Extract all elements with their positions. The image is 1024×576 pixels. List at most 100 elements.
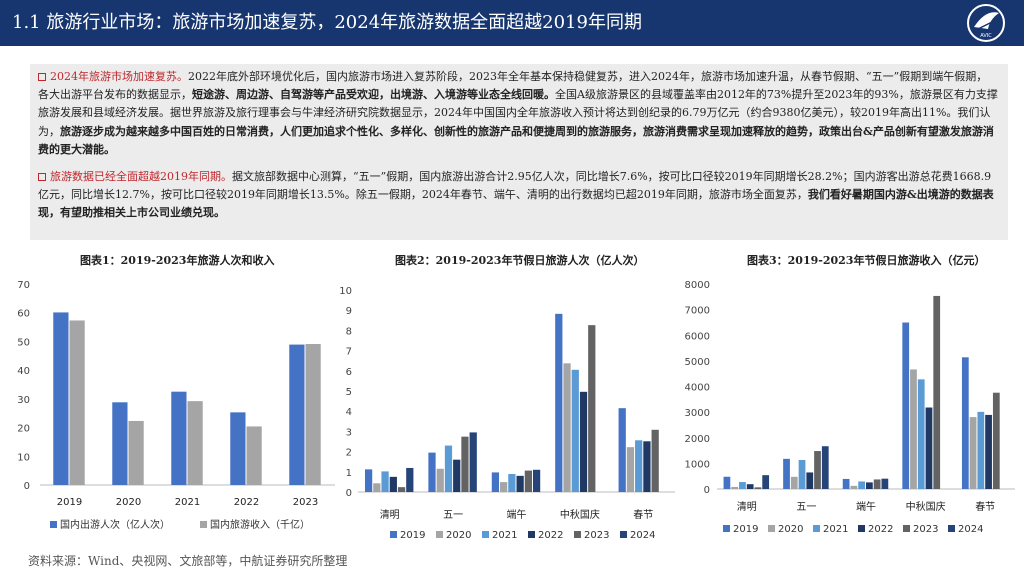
bar <box>651 429 659 492</box>
bar <box>806 472 814 489</box>
bar <box>739 482 746 489</box>
bar <box>635 440 643 492</box>
bar <box>790 476 798 489</box>
y-tick-label: 9 <box>346 306 352 317</box>
y-tick-label: 5 <box>346 387 352 398</box>
source-note: 资料来源：Wind、央视网、文旅部等，中航证券研究所整理 <box>28 554 348 568</box>
bar <box>532 469 541 492</box>
y-tick-label: 6 <box>346 367 352 378</box>
bar <box>305 344 321 485</box>
legend-label: 2023 <box>913 524 938 535</box>
bar <box>643 441 651 492</box>
legend-swatch <box>858 525 865 532</box>
legend-label: 2021 <box>492 530 517 541</box>
legend-swatch <box>574 531 581 538</box>
bar <box>873 479 881 489</box>
bar <box>588 325 596 492</box>
page-title: 1.1 旅游行业市场：旅游市场加速复苏，2024年旅游数据全面超越2019年同期 <box>12 12 642 33</box>
y-tick-label: 2000 <box>685 434 710 445</box>
paragraph-emphasis: 旅游逐步成为越来越多中国百姓的日常消费，人们更加追求个性化、多样化、创新性的旅游… <box>38 124 994 156</box>
legend-swatch <box>528 531 535 538</box>
y-tick-label: 0 <box>704 485 710 496</box>
bar <box>230 412 246 485</box>
square-bullet-icon <box>38 173 46 181</box>
legend-label: 国内旅游收入（千亿） <box>210 518 310 531</box>
bar <box>436 468 444 492</box>
bar <box>754 487 762 489</box>
bar <box>902 322 910 489</box>
bar <box>571 369 579 492</box>
legend-swatch <box>200 521 207 528</box>
bar <box>961 357 969 489</box>
x-tick-label: 清明 <box>737 500 757 513</box>
x-tick-label: 2020 <box>116 497 141 508</box>
x-tick-label: 清明 <box>380 508 400 521</box>
y-tick-label: 0 <box>24 481 30 492</box>
bar <box>381 471 389 492</box>
y-tick-label: 8 <box>346 326 352 337</box>
y-tick-label: 10 <box>17 452 30 463</box>
legend-swatch <box>903 525 910 532</box>
legend-label: 2024 <box>630 530 655 541</box>
legend-swatch <box>813 525 820 532</box>
bar <box>858 481 865 489</box>
y-tick-label: 30 <box>17 395 30 406</box>
bar <box>731 486 739 489</box>
bar <box>69 320 85 485</box>
bar <box>516 475 524 492</box>
summary-box: 2024年旅游市场加速复苏。2022年底外部环境优化后，国内旅游市场进入复苏阶段… <box>30 64 1008 240</box>
legend-swatch <box>768 525 775 532</box>
y-tick-label: 3 <box>346 427 352 438</box>
bar <box>814 451 821 489</box>
bar <box>428 452 436 492</box>
bar <box>881 478 889 489</box>
summary-paragraph-1: 2024年旅游市场加速复苏。2022年底外部环境优化后，国内旅游市场进入复苏阶段… <box>38 68 998 159</box>
bar <box>373 483 381 492</box>
legend-swatch <box>948 525 955 532</box>
x-tick-label: 端午 <box>507 508 527 521</box>
bar <box>389 476 397 492</box>
y-tick-label: 8000 <box>685 280 710 291</box>
legend-swatch <box>436 531 443 538</box>
paragraph-lead: 旅游数据已经全面超越2019年同期。 <box>50 170 232 183</box>
bar <box>821 446 829 489</box>
legend-swatch <box>482 531 489 538</box>
bar <box>187 401 203 485</box>
legend-swatch <box>390 531 397 538</box>
bar <box>985 414 992 489</box>
bar <box>910 369 917 489</box>
holiday-trips-chart: 0 1 2 3 4 5 6 7 8 9 10 清明 五一 端午 中秋国庆 春节 2019 2020 2021 2022… <box>340 286 675 541</box>
bar <box>397 487 406 492</box>
bar <box>933 295 941 489</box>
bar <box>128 420 144 485</box>
y-tick-label: 40 <box>17 366 30 377</box>
y-tick-label: 7 <box>346 347 352 358</box>
header-bar: 1.1 旅游行业市场：旅游市场加速复苏，2024年旅游数据全面超越2019年同期… <box>0 0 1024 46</box>
x-tick-label: 2023 <box>293 497 318 508</box>
chart1-title: 图表1：2019-2023年旅游人次和收入 <box>80 254 275 267</box>
bar <box>917 379 925 489</box>
y-tick-label: 2 <box>346 448 352 459</box>
bar <box>783 458 790 489</box>
y-tick-label: 1 <box>346 468 352 479</box>
chart3-title: 图表3：2019-2023年节假日旅游收入（亿元） <box>747 254 986 267</box>
y-tick-label: 6000 <box>685 331 710 342</box>
bar <box>762 475 770 489</box>
y-tick-label: 70 <box>17 280 30 291</box>
paragraph-emphasis: 短途游、周边游、自驾游等产品受欢迎，出境游、入境游等业态全线回暖。 <box>192 88 555 102</box>
bar <box>992 392 1000 489</box>
logo-caption: AVIC <box>980 33 992 39</box>
x-tick-label: 端午 <box>856 500 876 513</box>
x-tick-label: 2021 <box>175 497 200 508</box>
legend-label: 2021 <box>823 524 848 535</box>
bar <box>53 312 69 485</box>
bar <box>555 313 563 492</box>
bar <box>746 484 754 489</box>
bar <box>112 402 128 485</box>
y-tick-label: 4000 <box>685 383 710 394</box>
x-tick-label: 五一 <box>796 502 816 513</box>
bar <box>579 391 588 492</box>
bar <box>563 363 571 492</box>
y-tick-label: 3000 <box>685 408 710 419</box>
bar <box>246 426 262 485</box>
